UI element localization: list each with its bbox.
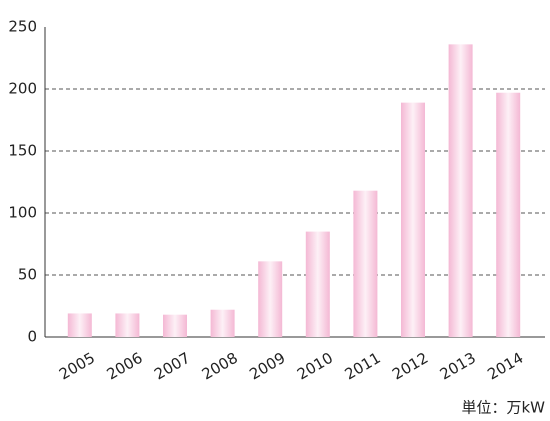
x-tick-label: 2014: [484, 349, 526, 384]
unit-label: 単位：万kW: [461, 399, 545, 417]
bar: [305, 231, 330, 337]
bar: [401, 102, 425, 337]
bar: [67, 313, 92, 337]
bar: [258, 261, 283, 337]
y-tick-label: 200: [8, 80, 37, 98]
y-tick-label: 0: [27, 328, 37, 346]
x-tick-label: 2005: [56, 349, 98, 384]
x-tick-label: 2009: [246, 349, 288, 384]
x-tick-label: 2012: [389, 349, 431, 384]
x-tick-label: 2010: [294, 349, 336, 384]
bar: [353, 190, 378, 337]
x-tick-label: 2013: [437, 349, 479, 384]
y-tick-label: 150: [8, 142, 37, 160]
bar: [210, 309, 235, 337]
bar: [448, 44, 473, 338]
bar: [163, 314, 187, 337]
x-tick-label: 2008: [199, 349, 241, 384]
y-tick-label: 100: [8, 204, 37, 222]
x-tick-label: 2011: [342, 349, 384, 384]
x-tick-label: 2007: [151, 349, 193, 384]
x-tick-label: 2006: [104, 349, 146, 384]
y-tick-label: 50: [18, 266, 37, 284]
y-tick-label: 250: [8, 18, 37, 36]
bar: [496, 92, 521, 337]
bar: [115, 313, 140, 337]
